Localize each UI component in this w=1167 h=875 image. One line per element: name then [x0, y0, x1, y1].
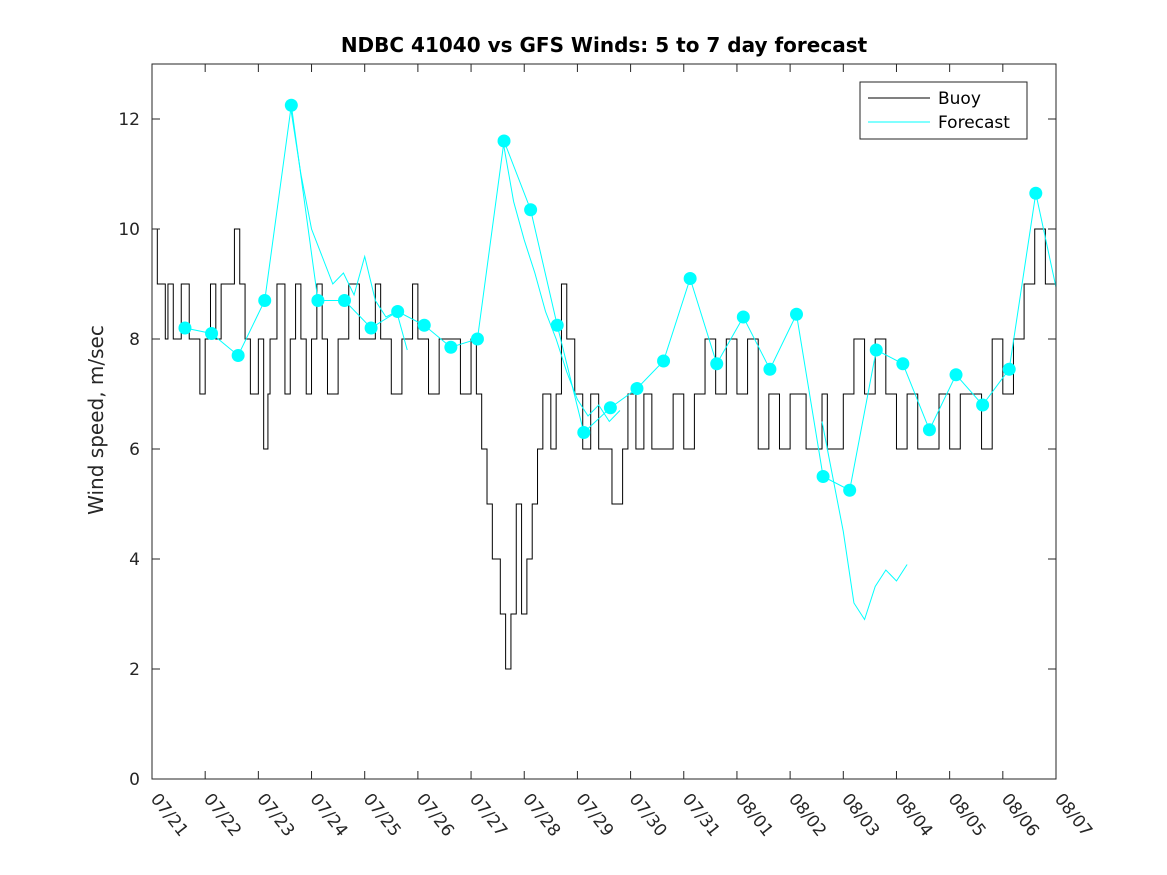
y-tick-label: 8: [129, 330, 140, 350]
forecast-point: [497, 134, 511, 148]
forecast-line: [184, 105, 1056, 492]
y-tick-label: 12: [118, 110, 140, 130]
forecast-point: [364, 321, 378, 335]
forecast-point: [444, 340, 458, 354]
legend-buoy-label: Buoy: [938, 89, 981, 109]
forecast-point: [816, 470, 830, 483]
forecast-point: [1029, 186, 1043, 200]
plot-frame: [151, 63, 1057, 780]
y-axis: 0 2 4 6 8 10 12: [118, 110, 1056, 790]
forecast-point: [710, 357, 724, 371]
forecast-point: [603, 401, 617, 415]
forecast-point: [284, 98, 298, 112]
forecast-point: [178, 321, 192, 335]
forecast-point: [577, 426, 591, 439]
y-tick-label: 2: [129, 660, 140, 680]
forecast-point: [258, 294, 272, 307]
forecast-points: [178, 98, 1043, 497]
y-axis-label: Wind speed, m/sec: [84, 325, 108, 515]
forecast-point: [736, 310, 750, 324]
forecast-point: [683, 272, 697, 285]
forecast-point: [337, 294, 351, 307]
forecast-point: [630, 382, 644, 395]
forecast-line: [502, 140, 621, 423]
forecast-point: [524, 203, 538, 217]
buoy-series: [152, 228, 1056, 670]
forecast-point: [205, 327, 219, 340]
legend: Buoy Forecast: [859, 81, 1028, 140]
forecast-point: [550, 318, 564, 332]
forecast-point: [391, 305, 405, 318]
forecast-point: [843, 483, 857, 497]
plot-area: [152, 98, 1056, 670]
forecast-point: [417, 318, 431, 332]
forecast-point: [976, 398, 990, 412]
y-tick-label: 0: [129, 770, 140, 790]
y-tick-label: 4: [129, 550, 140, 570]
forecast-point: [922, 423, 936, 437]
legend-forecast-label: Forecast: [938, 113, 1010, 133]
forecast-point: [231, 349, 245, 362]
forecast-point: [1002, 362, 1016, 376]
forecast-point: [470, 332, 484, 346]
forecast-point: [763, 362, 777, 376]
forecast-point: [869, 343, 883, 357]
y-tick-label: 6: [129, 440, 140, 460]
chart-title: NDBC 41040 vs GFS Winds: 5 to 7 day fore…: [341, 33, 868, 57]
y-tick-label: 10: [118, 220, 140, 240]
forecast-point: [949, 368, 963, 382]
forecast-line: [289, 105, 408, 351]
forecast-point: [789, 307, 803, 321]
forecast-series: [184, 105, 1056, 621]
legend-box: [859, 81, 1028, 140]
buoy-line: [152, 228, 1056, 670]
forecast-point: [657, 354, 671, 368]
forecast-point: [896, 357, 910, 371]
forecast-point: [311, 294, 325, 307]
forecast-line: [821, 421, 908, 621]
